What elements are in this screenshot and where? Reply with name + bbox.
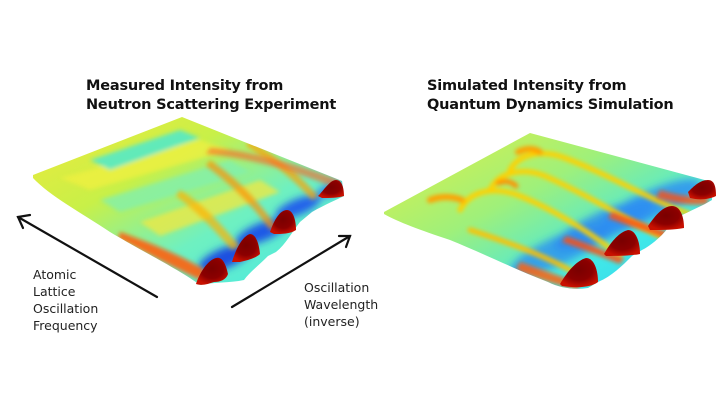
- simulated-title-line1: Simulated Intensity from: [427, 78, 627, 94]
- measured-peak-3: [270, 210, 296, 234]
- measured-panel-title: Measured Intensity from Neutron Scatteri…: [86, 77, 336, 115]
- measured-peak-4: [318, 180, 344, 198]
- frequency-label-line4: Frequency: [33, 318, 98, 333]
- simulated-peak-2: [604, 230, 640, 256]
- measured-title-line2: Neutron Scattering Experiment: [86, 97, 337, 113]
- wavelength-label-line3: (inverse): [304, 314, 360, 329]
- measured-peak-2: [232, 234, 260, 262]
- simulated-title-line2: Quantum Dynamics Simulation: [427, 97, 674, 113]
- simulated-peak-4: [688, 180, 716, 200]
- wavelength-label-line1: Oscillation: [304, 280, 370, 295]
- frequency-label-line3: Oscillation: [33, 301, 99, 316]
- frequency-label-line1: Atomic: [33, 267, 77, 282]
- simulated-peak-1: [560, 258, 598, 288]
- frequency-axis-label: Atomic Lattice Oscillation Frequency: [33, 266, 98, 334]
- simulated-peak-3: [648, 206, 684, 230]
- simulated-panel-title: Simulated Intensity from Quantum Dynamic…: [427, 77, 674, 115]
- measured-title-line1: Measured Intensity from: [86, 78, 284, 94]
- frequency-axis-arrow: [16, 213, 159, 299]
- measured-peak-1: [196, 257, 228, 285]
- simulated-surface: [384, 133, 716, 289]
- frequency-label-line2: Lattice: [33, 284, 76, 299]
- wavelength-axis-arrow: [230, 234, 352, 309]
- wavelength-label-line2: Wavelength: [304, 297, 379, 312]
- wavelength-axis-label: Oscillation Wavelength (inverse): [304, 279, 378, 330]
